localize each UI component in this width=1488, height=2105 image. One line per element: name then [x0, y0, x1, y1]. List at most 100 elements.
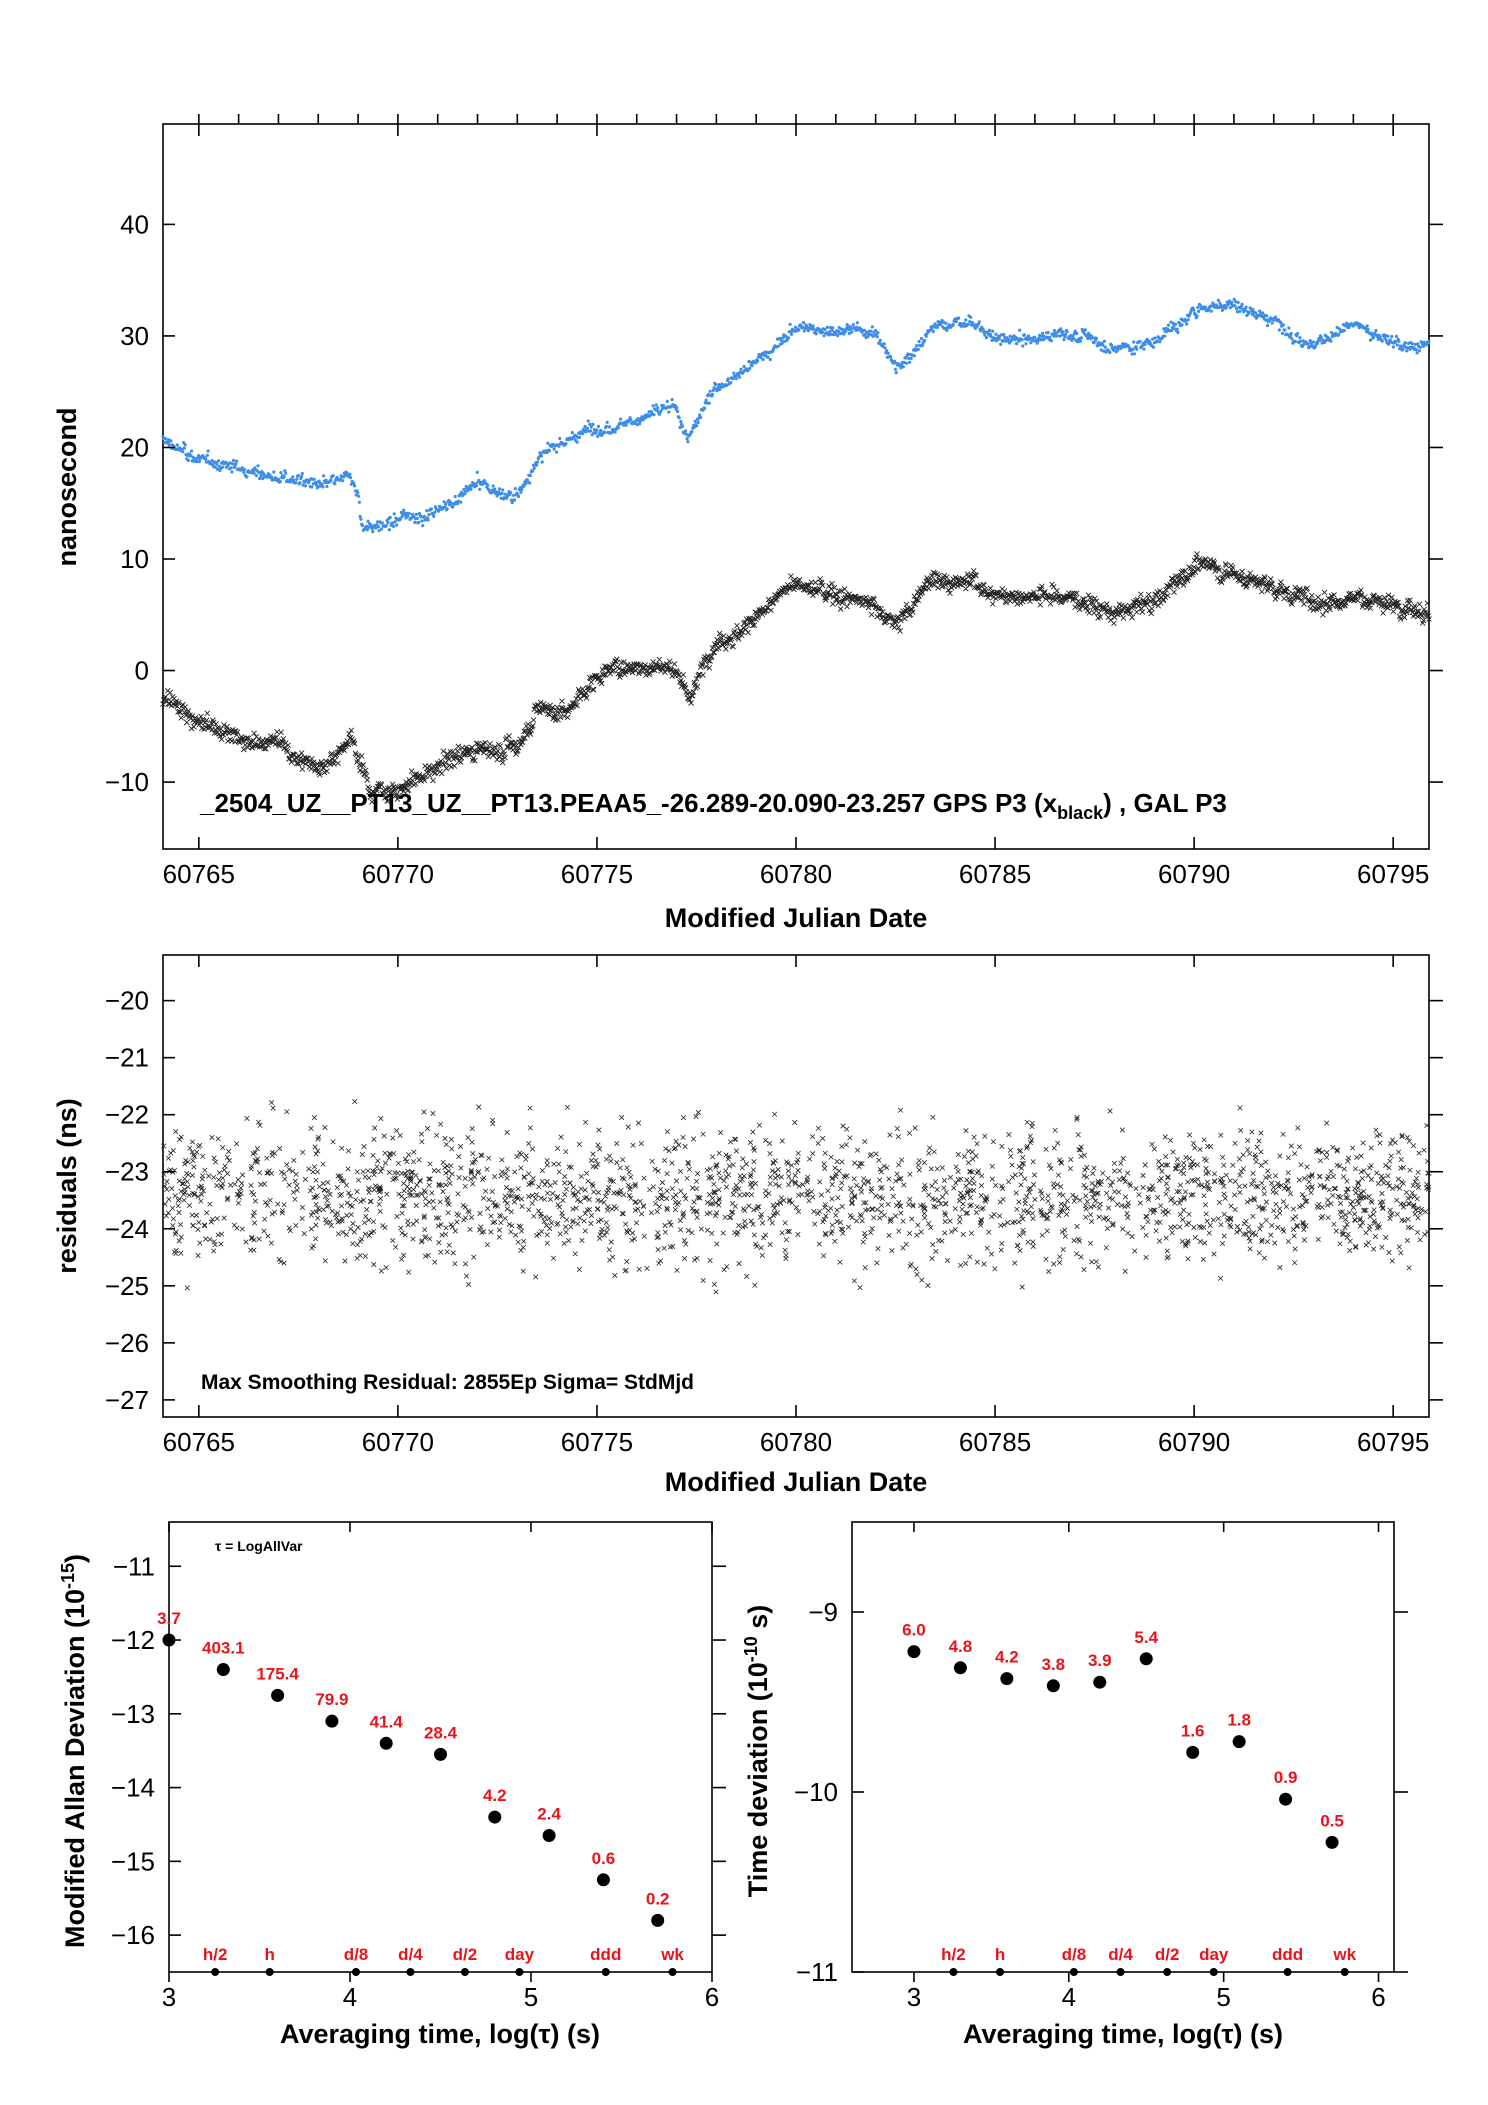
residual-point — [886, 1232, 892, 1238]
residual-point — [1256, 1138, 1262, 1144]
residual-point — [795, 1209, 802, 1215]
series-point — [1026, 334, 1030, 338]
residual-point — [752, 1282, 758, 1288]
series-point — [221, 722, 227, 728]
series-point — [698, 413, 702, 417]
residual-point — [939, 1165, 945, 1171]
series-point — [870, 325, 875, 329]
series-point — [1020, 338, 1024, 342]
residual-point — [1269, 1222, 1275, 1229]
series-point — [1234, 300, 1238, 304]
residual-point — [1273, 1201, 1279, 1207]
series-point — [1209, 309, 1213, 313]
residual-point — [1422, 1231, 1428, 1237]
series-point — [559, 698, 565, 705]
residual-point — [1236, 1156, 1243, 1162]
residual-point — [626, 1169, 632, 1175]
residual-point — [1358, 1153, 1364, 1159]
residual-point — [209, 1134, 215, 1141]
series-point — [622, 423, 626, 427]
residual-point — [527, 1125, 533, 1131]
series-point — [1427, 339, 1431, 343]
residual-point — [829, 1222, 835, 1228]
series-point — [878, 338, 882, 342]
series-point — [1014, 342, 1019, 346]
series-point — [557, 714, 564, 721]
residual-point — [625, 1124, 631, 1130]
residual-point — [1112, 1189, 1118, 1195]
series-point — [291, 475, 295, 479]
residual-point — [672, 1207, 678, 1213]
residual-point — [334, 1185, 340, 1191]
residual-point — [258, 1181, 264, 1188]
residual-point — [1093, 1259, 1099, 1265]
series-point — [415, 516, 419, 521]
residual-point — [767, 1151, 773, 1157]
residual-point — [960, 1231, 966, 1237]
residual-point — [847, 1185, 854, 1191]
residual-point — [367, 1198, 373, 1204]
residual-point — [1283, 1204, 1289, 1210]
residual-point — [211, 1155, 217, 1161]
residual-point — [1345, 1155, 1352, 1161]
residual-point — [825, 1188, 831, 1194]
residual-point — [1154, 1219, 1160, 1226]
residual-point — [207, 1236, 213, 1242]
series-point — [206, 449, 210, 453]
residual-point — [607, 1153, 613, 1159]
series-point — [1055, 334, 1059, 338]
series-point — [537, 455, 541, 459]
residual-point — [177, 1137, 183, 1143]
residual-point — [677, 1168, 684, 1174]
series-point — [412, 780, 419, 787]
residual-point — [300, 1149, 306, 1155]
residual-point — [1118, 1160, 1124, 1166]
residual-point — [621, 1192, 627, 1198]
residual-point — [711, 1181, 717, 1187]
residual-point — [1165, 1186, 1171, 1192]
series-point — [1270, 321, 1274, 325]
residual-point — [788, 1178, 794, 1184]
series-point — [718, 387, 722, 392]
series-point — [392, 512, 396, 516]
residual-point — [608, 1239, 614, 1245]
residual-point — [348, 1212, 354, 1218]
residual-point — [386, 1155, 392, 1161]
residual-point — [1164, 1248, 1170, 1254]
residual-point — [164, 1178, 170, 1185]
series-point — [607, 425, 612, 429]
series-point — [850, 330, 854, 334]
series-point — [1050, 583, 1057, 590]
residual-point — [1232, 1140, 1238, 1146]
residual-point — [1277, 1206, 1283, 1212]
residual-point — [1057, 1260, 1063, 1266]
series-point — [453, 494, 457, 499]
residual-point — [557, 1231, 563, 1237]
residual-point — [1272, 1240, 1278, 1246]
series-point — [706, 393, 711, 397]
series-point — [294, 481, 298, 485]
series-point — [496, 493, 500, 497]
residual-point — [1350, 1204, 1357, 1211]
annotation-subscript: black — [1057, 803, 1104, 823]
series-point — [703, 406, 707, 410]
residual-point — [716, 1150, 722, 1156]
residual-point — [462, 1183, 468, 1189]
residual-point — [901, 1182, 907, 1188]
residual-point — [763, 1232, 769, 1238]
residual-point — [564, 1104, 570, 1110]
residual-point — [320, 1180, 326, 1187]
residual-point — [577, 1215, 583, 1221]
series-point — [458, 493, 462, 497]
series-point — [1232, 297, 1236, 301]
residual-point — [1238, 1127, 1244, 1133]
series-point — [369, 524, 373, 528]
series-point — [386, 521, 390, 525]
residual-point — [196, 1219, 202, 1225]
series-point — [506, 733, 512, 739]
residual-point — [211, 1174, 217, 1180]
series-point — [455, 743, 462, 750]
residual-point — [953, 1180, 959, 1186]
residual-point — [184, 1285, 190, 1291]
series-point — [1018, 328, 1022, 332]
